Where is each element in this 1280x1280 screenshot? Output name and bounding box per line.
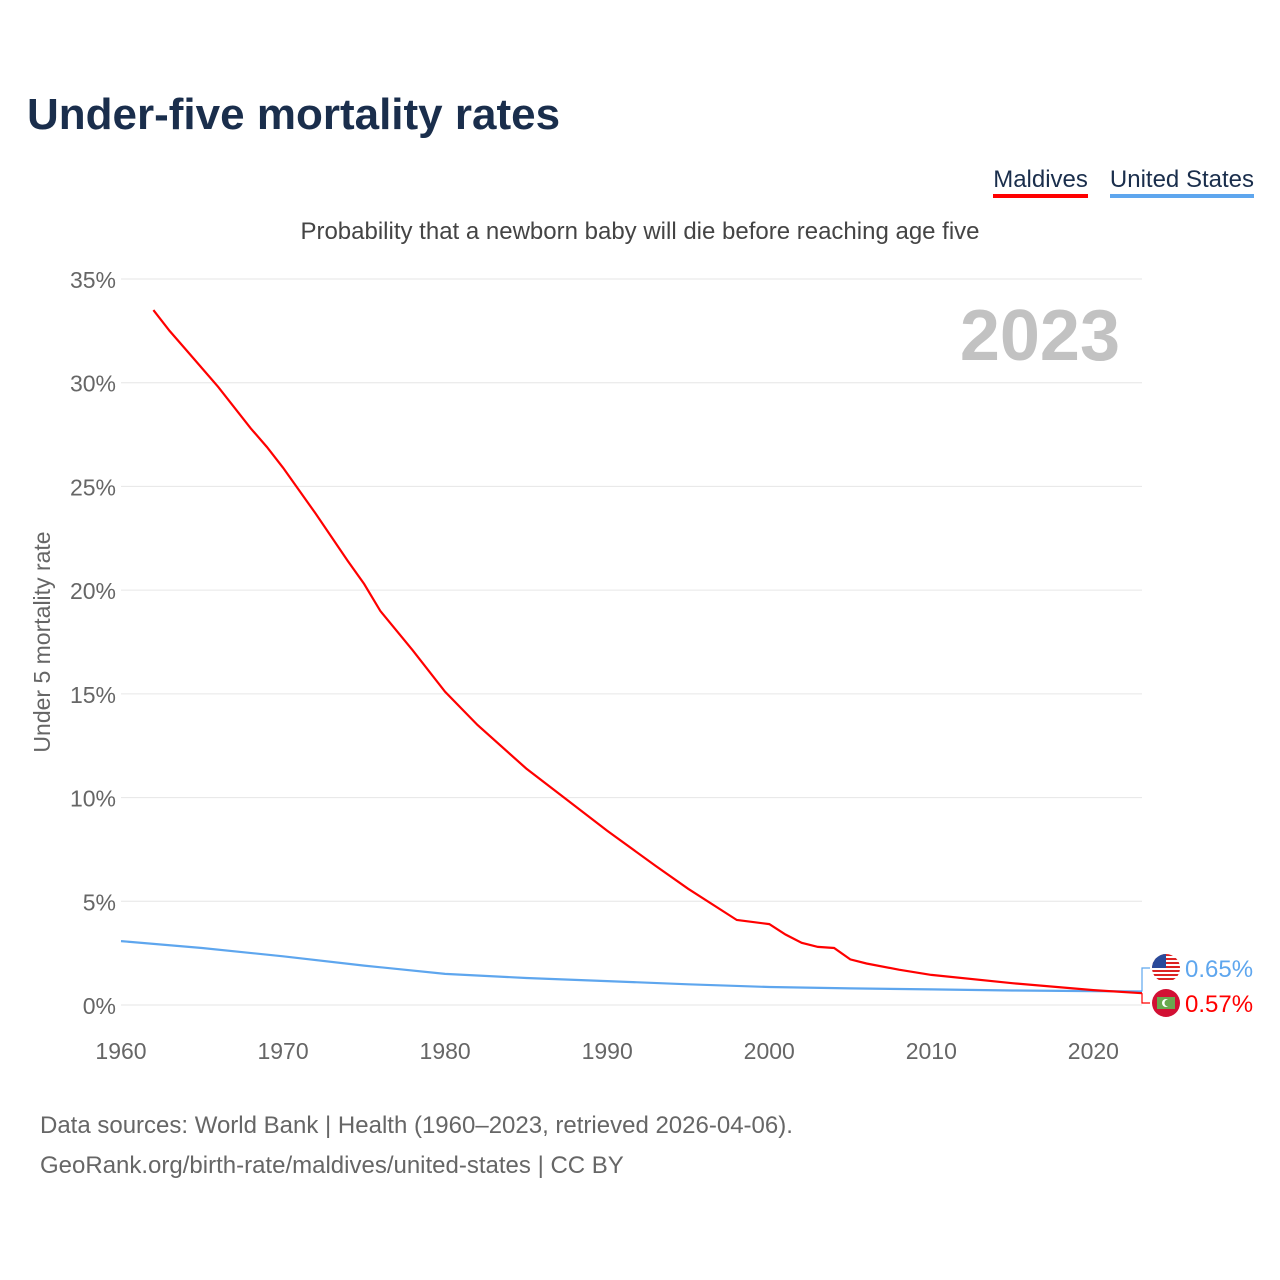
y-tick-label: 35% xyxy=(70,267,116,293)
end-label-maldives: 0.57% xyxy=(1185,991,1253,1018)
connector-maldives xyxy=(1141,993,1150,1004)
data-sources: Data sources: World Bank | Health (1960–… xyxy=(40,1112,793,1139)
y-tick-label: 5% xyxy=(83,889,116,915)
chart-subtitle: Probability that a newborn baby will die… xyxy=(300,218,980,245)
series-line-maldives xyxy=(152,309,1143,995)
x-tick-label: 2010 xyxy=(906,1038,957,1064)
us-flag-icon xyxy=(1152,954,1180,982)
chart-title: Under-five mortality rates xyxy=(27,90,561,139)
legend: Maldives United States xyxy=(993,166,1254,198)
connector-us xyxy=(1141,967,1150,992)
end-label-us: 0.65% xyxy=(1185,956,1253,983)
x-tick-label: 1980 xyxy=(420,1038,471,1064)
legend-maldives[interactable]: Maldives xyxy=(993,166,1088,198)
y-tick-label: 25% xyxy=(70,474,116,500)
source-link[interactable]: GeoRank.org/birth-rate/maldives/united-s… xyxy=(40,1152,624,1179)
x-tick-label: 2000 xyxy=(744,1038,795,1064)
legend-united-states[interactable]: United States xyxy=(1109,166,1254,198)
x-tick-label: 1960 xyxy=(95,1038,146,1064)
y-tick-label: 15% xyxy=(70,682,116,708)
x-tick-label: 2020 xyxy=(1068,1038,1119,1064)
x-tick-label: 1990 xyxy=(582,1038,633,1064)
x-tick-label: 1970 xyxy=(257,1038,308,1064)
series-line-united-states xyxy=(120,940,1143,993)
maldives-flag-icon xyxy=(1152,989,1180,1017)
y-tick-label: 20% xyxy=(70,578,116,604)
year-label: 2023 xyxy=(960,296,1120,376)
y-tick-label: 0% xyxy=(83,993,116,1019)
y-axis-label: Under 5 mortality rate xyxy=(29,531,55,752)
footer: Data sources: World Bank | Health (1960–… xyxy=(40,1106,793,1186)
y-tick-label: 30% xyxy=(70,371,116,397)
y-tick-label: 10% xyxy=(70,786,116,812)
